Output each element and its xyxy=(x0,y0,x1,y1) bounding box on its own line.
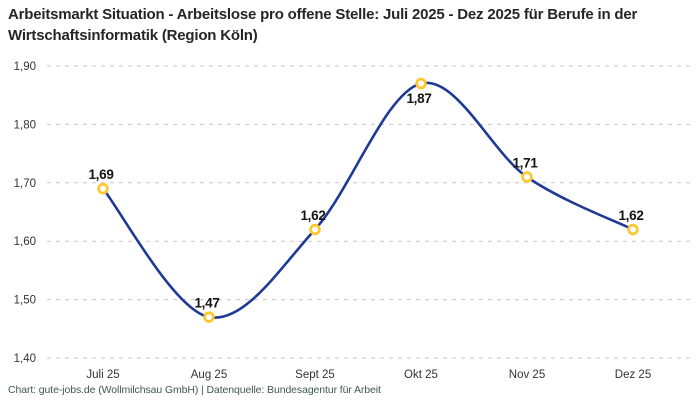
gridlines-group xyxy=(47,65,694,359)
data-labels-group: 1,69 1,47 1,62 1,87 1,71 1,62 xyxy=(88,91,643,311)
y-axis-labels-group: 1,90 1,80 1,70 1,60 1,50 1,40 xyxy=(14,61,36,365)
y-tick-label: 1,70 xyxy=(14,178,36,190)
data-point-label: 1,62 xyxy=(618,208,643,223)
x-axis-labels-group: Juli 25 Aug 25 Sept 25 Okt 25 Nov 25 Dez 25 xyxy=(86,369,651,381)
data-point-label: 1,69 xyxy=(88,167,113,182)
x-tick-label: Dez 25 xyxy=(615,369,651,381)
y-tick-label: 1,60 xyxy=(14,236,36,248)
series-group xyxy=(101,81,635,319)
y-tick-label: 1,50 xyxy=(14,295,36,307)
series-line xyxy=(101,81,635,319)
y-tick-label: 1,90 xyxy=(14,61,36,73)
chart-footer: Chart: gute-jobs.de (Wollmilchsau GmbH) … xyxy=(8,384,381,396)
x-tick-label: Nov 25 xyxy=(509,369,545,381)
data-point-marker xyxy=(309,223,321,236)
y-tick-label: 1,80 xyxy=(14,119,36,131)
chart-title: Arbeitsmarkt Situation - Arbeitslose pro… xyxy=(8,6,638,44)
data-point-label: 1,71 xyxy=(512,155,538,170)
data-point-marker xyxy=(627,223,639,236)
data-point-marker xyxy=(97,182,109,195)
data-point-marker xyxy=(415,77,427,90)
x-tick-label: Aug 25 xyxy=(191,369,227,381)
x-tick-label: Juli 25 xyxy=(86,369,119,381)
markers-group xyxy=(97,77,639,323)
x-tick-label: Sept 25 xyxy=(295,369,335,381)
data-point-marker xyxy=(203,311,215,323)
data-point-label: 1,47 xyxy=(194,296,219,311)
data-point-marker xyxy=(521,171,533,183)
data-point-label: 1,87 xyxy=(406,91,431,106)
y-tick-label: 1,40 xyxy=(14,353,36,365)
x-tick-label: Okt 25 xyxy=(404,369,438,381)
data-point-label: 1,62 xyxy=(300,208,325,223)
